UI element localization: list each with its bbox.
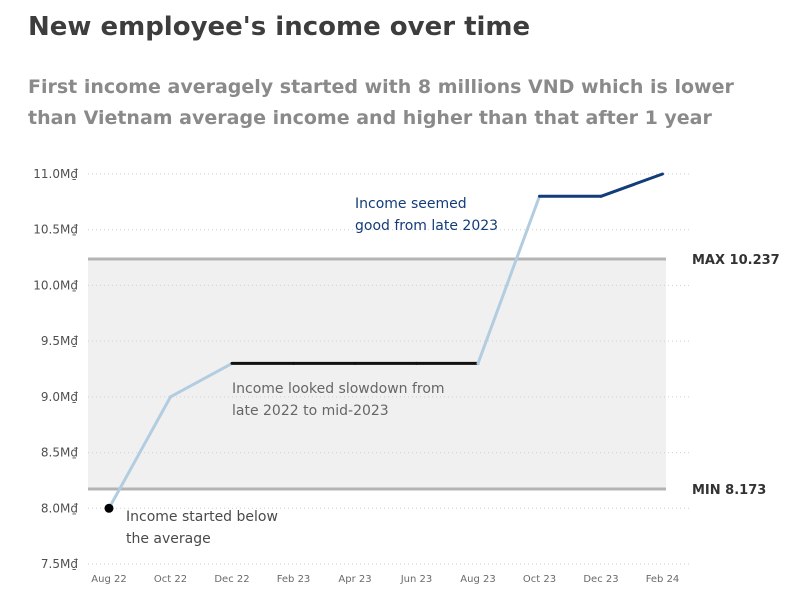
x-tick-label: Oct 23 [523, 574, 556, 585]
y-tick-label: 8.5M₫ [41, 446, 78, 460]
x-tick-label: Dec 22 [214, 574, 249, 585]
y-tick-label: 10.5M₫ [33, 223, 78, 237]
annotation-text: late 2022 to mid-2023 [232, 403, 389, 419]
series-line-segment [169, 361, 234, 399]
x-tick-label: Oct 22 [154, 574, 187, 585]
annotation-text: the average [126, 531, 211, 547]
x-tick-label: Dec 23 [583, 574, 618, 585]
x-tick-label: Aug 23 [460, 574, 495, 585]
y-tick-label: 8.0M₫ [41, 501, 78, 515]
average-range-band [88, 259, 666, 490]
annotation-text: Income seemed [355, 196, 467, 212]
x-tick-label: Feb 24 [646, 574, 680, 585]
annotation-text: Income looked slowdown from [232, 381, 445, 397]
y-tick-label: 9.0M₫ [41, 390, 78, 404]
max-reference-label: MAX 10.237 [692, 253, 780, 268]
x-tick-label: Jun 23 [400, 574, 433, 585]
min-reference-label: MIN 8.173 [692, 483, 766, 498]
annotation-text: good from late 2023 [355, 218, 498, 234]
x-tick-label: Aug 22 [91, 574, 126, 585]
start-point-marker [104, 503, 114, 513]
chart-subtitle: First income averagely started with 8 mi… [28, 76, 734, 129]
x-tick-label: Apr 23 [338, 574, 371, 585]
annotation-text: Income started below [126, 509, 278, 525]
chart-title: New employee's income over time [28, 12, 531, 42]
x-tick-label: Feb 23 [277, 574, 311, 585]
series-line-segment [107, 395, 172, 510]
series-line-segment [476, 194, 541, 365]
y-tick-label: 10.0M₫ [33, 278, 78, 292]
series-line-segment [599, 172, 664, 198]
y-tick-label: 7.5M₫ [41, 557, 78, 571]
y-tick-label: 11.0M₫ [33, 167, 78, 181]
y-tick-label: 9.5M₫ [41, 334, 78, 348]
